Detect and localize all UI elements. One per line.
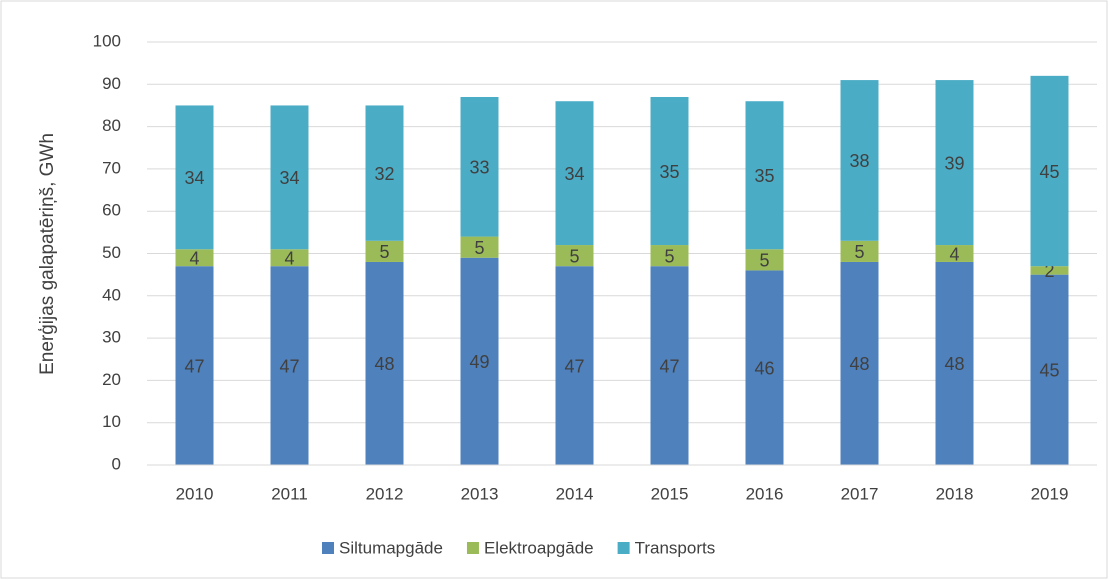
bar-segment xyxy=(935,245,974,262)
bar-segment xyxy=(365,261,404,465)
bar-segment xyxy=(270,266,309,465)
bar-segment xyxy=(840,80,879,241)
bar-segment xyxy=(1030,274,1069,465)
bar-segment xyxy=(460,236,499,258)
data-label: 48 xyxy=(944,354,964,374)
bar-segment xyxy=(840,240,879,262)
data-label: 5 xyxy=(379,242,389,262)
data-label: 33 xyxy=(469,158,489,178)
bar-segment xyxy=(175,105,214,250)
y-tick-label: 100 xyxy=(93,31,121,50)
y-tick-label: 40 xyxy=(102,285,121,304)
bar-segment xyxy=(460,257,499,465)
legend-label: Elektroapgāde xyxy=(484,538,594,557)
data-label: 35 xyxy=(659,162,679,182)
data-label: 34 xyxy=(184,168,204,188)
data-label: 45 xyxy=(1039,162,1059,182)
bar-segment xyxy=(935,261,974,465)
x-tick-label: 2011 xyxy=(271,484,308,503)
y-tick-label: 10 xyxy=(102,412,121,431)
data-label: 5 xyxy=(664,246,674,266)
bar-segment xyxy=(555,245,594,267)
data-label: 46 xyxy=(754,358,774,378)
x-tick-label: 2018 xyxy=(936,484,974,503)
data-label: 5 xyxy=(474,238,484,258)
x-tick-label: 2013 xyxy=(461,484,499,503)
bar-segment xyxy=(745,249,784,271)
y-tick-label: 70 xyxy=(102,158,121,177)
y-axis-label: Enerģijas galapatēriņš, GWh xyxy=(37,133,58,375)
data-label: 47 xyxy=(564,356,584,376)
y-tick-label: 0 xyxy=(112,454,121,473)
data-label: 32 xyxy=(374,164,394,184)
data-label: 45 xyxy=(1039,361,1059,381)
data-label: 34 xyxy=(279,168,299,188)
data-label: 47 xyxy=(184,356,204,376)
y-tick-label: 80 xyxy=(102,116,121,135)
data-label: 48 xyxy=(849,354,869,374)
y-tick-label: 50 xyxy=(102,243,121,262)
bar-segment xyxy=(365,240,404,262)
data-label: 2 xyxy=(1044,261,1054,281)
data-label: 47 xyxy=(279,356,299,376)
bar-segment xyxy=(365,105,404,241)
bar-segment xyxy=(745,270,784,465)
legend-label: Siltumapgāde xyxy=(339,538,443,557)
data-label: 48 xyxy=(374,354,394,374)
legend-swatch xyxy=(322,542,334,554)
bar-segment xyxy=(650,96,689,246)
bar-segment xyxy=(175,249,214,267)
y-tick-label: 30 xyxy=(102,328,121,347)
data-label: 38 xyxy=(849,151,869,171)
data-label: 5 xyxy=(759,251,769,271)
y-tick-label: 60 xyxy=(102,201,121,220)
bar-segment xyxy=(1030,75,1069,267)
bar-segment xyxy=(650,266,689,465)
data-label: 34 xyxy=(564,164,584,184)
bar-segment xyxy=(650,245,689,267)
data-label: 35 xyxy=(754,166,774,186)
y-tick-label: 20 xyxy=(102,370,121,389)
data-label: 4 xyxy=(284,248,294,268)
bar-segment xyxy=(1030,266,1069,275)
bar-segment xyxy=(460,96,499,237)
bar-segment xyxy=(745,101,784,250)
legend-label: Transports xyxy=(635,538,716,557)
x-tick-label: 2016 xyxy=(746,484,784,503)
x-tick-label: 2012 xyxy=(366,484,404,503)
bar-segment xyxy=(555,101,594,246)
legend-swatch xyxy=(466,542,479,554)
data-label: 5 xyxy=(569,246,579,266)
x-tick-label: 2014 xyxy=(556,484,594,503)
x-tick-label: 2017 xyxy=(841,484,879,503)
bar-segment xyxy=(840,261,879,465)
bar-segment xyxy=(935,80,974,246)
data-label: 47 xyxy=(659,356,679,376)
legend-swatch xyxy=(617,542,630,554)
x-tick-label: 2019 xyxy=(1031,484,1069,503)
data-label: 39 xyxy=(944,153,964,173)
data-label: 4 xyxy=(189,248,199,268)
bar-segment xyxy=(270,249,309,267)
bar-segment xyxy=(270,105,309,250)
data-label: 49 xyxy=(469,352,489,372)
x-tick-label: 2015 xyxy=(651,484,689,503)
bar-segment xyxy=(175,266,214,465)
bar-segment xyxy=(555,266,594,465)
data-label: 5 xyxy=(854,242,864,262)
x-tick-label: 2010 xyxy=(176,484,214,503)
data-label: 4 xyxy=(949,244,959,264)
y-tick-label: 90 xyxy=(102,74,121,93)
